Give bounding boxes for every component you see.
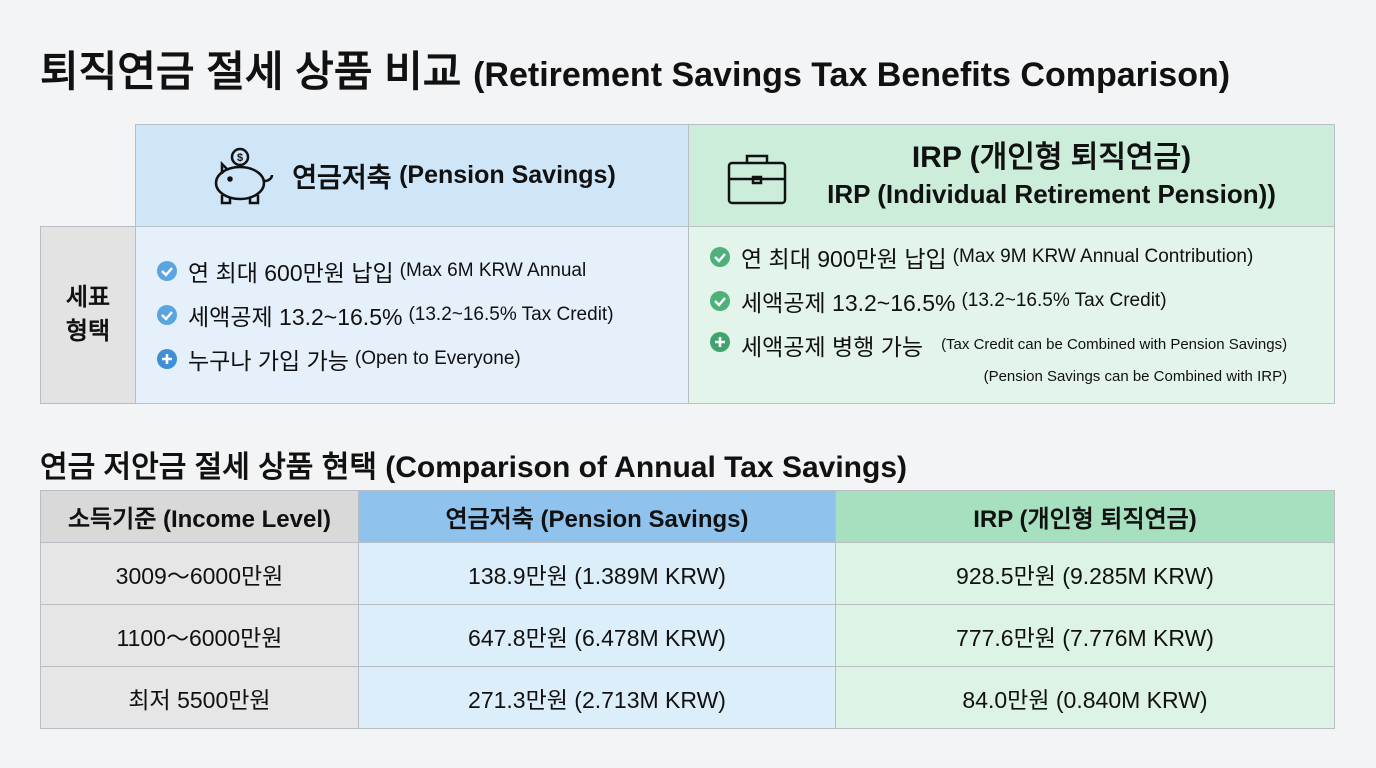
benefit-text: 세액공제 병행 가능 [741, 333, 924, 360]
plus-icon [157, 349, 177, 369]
column-header: IRP (개인형 퇴직연금) IRP (Individual Retiremen… [688, 124, 1335, 227]
table-cell: 777.6만원 (7.776M KRW) [835, 604, 1335, 667]
benefits: 연 최대 600만원 납입 (Max 6M KRW Annual 세액공제 13.… [135, 226, 689, 404]
column-title: IRP (개인형 퇴직연금) [911, 140, 1192, 174]
section-title: 연금 저안금 절세 상품 현택 (Comparison of Annual Ta… [40, 451, 907, 484]
table-cell: 271.3만원 (2.713M KRW) [358, 666, 836, 729]
benefit: 누구나 가입 가능 (Open to Everyone) [156, 342, 521, 376]
column-header: $ 연금저축 (Pension Savings) [135, 124, 689, 227]
benefit-note: (Max 6M KRW Annual [399, 260, 587, 281]
benefit-note: (Pension Savings can be Combined with IR… [983, 367, 1288, 385]
table-cell: 84.0만원 (0.840M KRW) [835, 666, 1335, 729]
benefit: 세액공제 13.2~16.5% (13.2~16.5% Tax Credit) [709, 284, 1167, 318]
check-icon [710, 246, 730, 267]
column-title-en: IRP (Individual Retirement Pension)) [827, 178, 1276, 209]
row-label: 세표 형택 [40, 226, 136, 404]
svg-text:$: $ [237, 152, 243, 164]
table-cell: 3009〜6000만원 [40, 542, 359, 605]
benefit-note: (13.2~16.5% Tax Credit) [961, 289, 1167, 311]
row-label-line: 형택 [65, 318, 111, 345]
check-icon [157, 305, 177, 325]
column-title: 연금저축 [292, 163, 392, 193]
table-cell: 최저 5500만원 [40, 666, 359, 729]
benefit-note: (Open to Everyone) [354, 348, 521, 369]
benefit-text: 세액공제 13.2~16.5% [188, 304, 403, 330]
benefit: 세액공제 13.2~16.5% (13.2~16.5% Tax Credit) [156, 298, 614, 332]
table-header: 소득기준 (Income Level) [40, 490, 359, 543]
briefcase-icon [727, 154, 787, 205]
benefits: 연 최대 900만원 납입 (Max 9M KRW Annual Contribu… [688, 226, 1335, 404]
table-cell: 928.5만원 (9.285M KRW) [835, 542, 1335, 605]
benefit-text: 누구나 가입 가능 [188, 348, 349, 374]
benefit: 연 최대 600만원 납입 (Max 6M KRW Annual [156, 254, 586, 288]
table-header: IRP (개인형 퇴직연금) [835, 490, 1335, 543]
benefit-text: 연 최대 600만원 납입 [188, 260, 394, 286]
title-en: (Retirement Savings Tax Benefits Compari… [473, 56, 1231, 94]
benefit: 연 최대 900만원 납입 (Max 9M KRW Annual Contribu… [709, 240, 1253, 274]
plus-icon [710, 331, 730, 352]
piggy-icon: $ [214, 147, 274, 204]
table-cell: 647.8만원 (6.478M KRW) [358, 604, 836, 667]
title-ko: 퇴직연금 절세 상품 비교 [40, 48, 462, 95]
benefit-text: 세액공제 13.2~16.5% [741, 289, 956, 316]
table-cell: 1100〜6000만원 [40, 604, 359, 667]
benefit: 세액공제 병행 가능 (Tax Credit can be Combined wi… [709, 328, 1287, 391]
check-icon [157, 261, 177, 281]
row-label-line: 세표 [65, 284, 111, 311]
title: 퇴직연금 절세 상품 비교 (Retirement Savings Tax Be… [40, 38, 1230, 99]
benefit-note: (Max 9M KRW Annual Contribution) [952, 245, 1254, 267]
benefit-text: 연 최대 900만원 납입 [741, 245, 947, 272]
table-cell: 138.9만원 (1.389M KRW) [358, 542, 836, 605]
benefit-note: (Tax Credit can be Combined with Pension… [941, 335, 1288, 353]
table-header: 연금저축 (Pension Savings) [358, 490, 836, 543]
check-icon [710, 290, 730, 311]
benefit-note: (13.2~16.5% Tax Credit) [408, 304, 614, 325]
column-title-en: (Pension Savings) [399, 161, 616, 189]
